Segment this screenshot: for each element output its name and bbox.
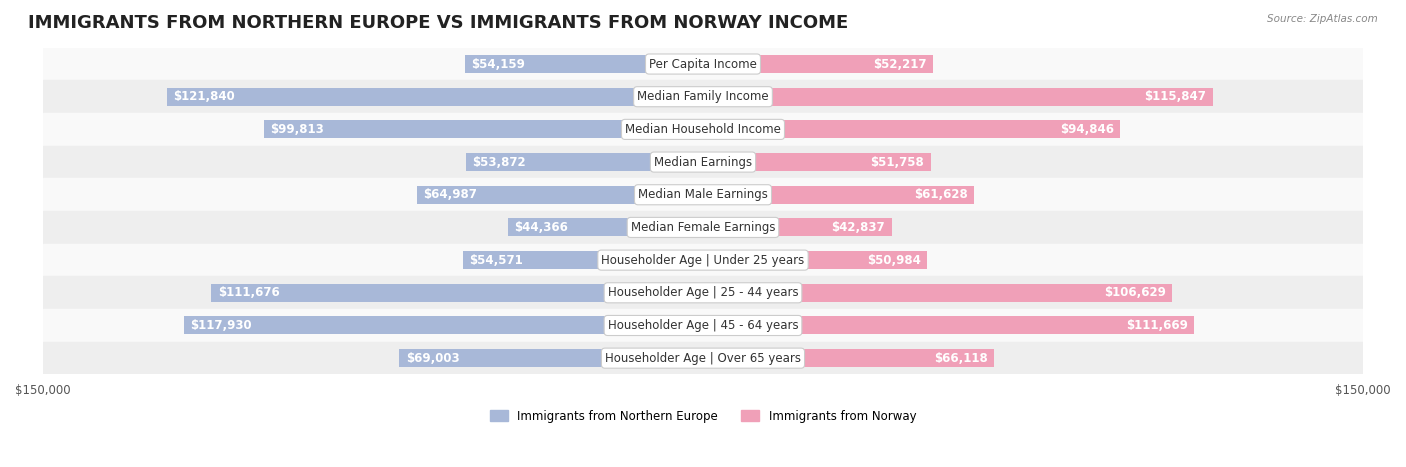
Text: $111,669: $111,669	[1126, 319, 1188, 332]
Text: Householder Age | Over 65 years: Householder Age | Over 65 years	[605, 352, 801, 365]
Text: $54,571: $54,571	[470, 254, 523, 267]
Bar	[42, 309, 1364, 342]
Text: $52,217: $52,217	[873, 57, 927, 71]
Bar	[465, 153, 703, 171]
Text: Source: ZipAtlas.com: Source: ZipAtlas.com	[1267, 14, 1378, 24]
Bar	[703, 251, 928, 269]
Bar	[42, 113, 1364, 146]
Text: $42,837: $42,837	[831, 221, 884, 234]
Text: $99,813: $99,813	[270, 123, 323, 136]
Bar	[703, 186, 974, 204]
Bar	[703, 88, 1213, 106]
Text: IMMIGRANTS FROM NORTHERN EUROPE VS IMMIGRANTS FROM NORWAY INCOME: IMMIGRANTS FROM NORTHERN EUROPE VS IMMIG…	[28, 14, 848, 32]
Text: Householder Age | 45 - 64 years: Householder Age | 45 - 64 years	[607, 319, 799, 332]
Bar	[42, 276, 1364, 309]
Text: $117,930: $117,930	[191, 319, 252, 332]
Text: Median Male Earnings: Median Male Earnings	[638, 188, 768, 201]
Bar	[42, 48, 1364, 80]
Text: Median Household Income: Median Household Income	[626, 123, 780, 136]
Text: $54,159: $54,159	[471, 57, 524, 71]
Bar	[418, 186, 703, 204]
Text: $94,846: $94,846	[1060, 123, 1114, 136]
Text: $44,366: $44,366	[515, 221, 568, 234]
Bar	[167, 88, 703, 106]
Text: $51,758: $51,758	[870, 156, 924, 169]
Bar	[703, 120, 1121, 138]
Text: $111,676: $111,676	[218, 286, 280, 299]
Bar	[184, 317, 703, 334]
Text: $66,118: $66,118	[934, 352, 987, 365]
Bar	[703, 317, 1195, 334]
Text: Per Capita Income: Per Capita Income	[650, 57, 756, 71]
Bar	[703, 284, 1173, 302]
Bar	[399, 349, 703, 367]
Text: $61,628: $61,628	[914, 188, 967, 201]
Text: $121,840: $121,840	[173, 90, 235, 103]
Bar	[703, 153, 931, 171]
Bar	[508, 219, 703, 236]
Text: $50,984: $50,984	[868, 254, 921, 267]
Text: Median Family Income: Median Family Income	[637, 90, 769, 103]
Bar	[42, 178, 1364, 211]
Text: $69,003: $69,003	[406, 352, 460, 365]
Bar	[42, 80, 1364, 113]
Bar	[703, 349, 994, 367]
Text: Householder Age | 25 - 44 years: Householder Age | 25 - 44 years	[607, 286, 799, 299]
Bar	[42, 342, 1364, 375]
Text: Median Female Earnings: Median Female Earnings	[631, 221, 775, 234]
Bar	[42, 146, 1364, 178]
Bar	[42, 244, 1364, 276]
Text: $115,847: $115,847	[1144, 90, 1206, 103]
Text: $53,872: $53,872	[472, 156, 526, 169]
Text: Median Earnings: Median Earnings	[654, 156, 752, 169]
Text: Householder Age | Under 25 years: Householder Age | Under 25 years	[602, 254, 804, 267]
Bar	[464, 55, 703, 73]
Legend: Immigrants from Northern Europe, Immigrants from Norway: Immigrants from Northern Europe, Immigra…	[485, 405, 921, 427]
Bar	[703, 55, 932, 73]
Bar	[42, 211, 1364, 244]
Bar	[463, 251, 703, 269]
Bar	[264, 120, 703, 138]
Bar	[703, 219, 891, 236]
Bar	[211, 284, 703, 302]
Text: $64,987: $64,987	[423, 188, 478, 201]
Text: $106,629: $106,629	[1104, 286, 1166, 299]
